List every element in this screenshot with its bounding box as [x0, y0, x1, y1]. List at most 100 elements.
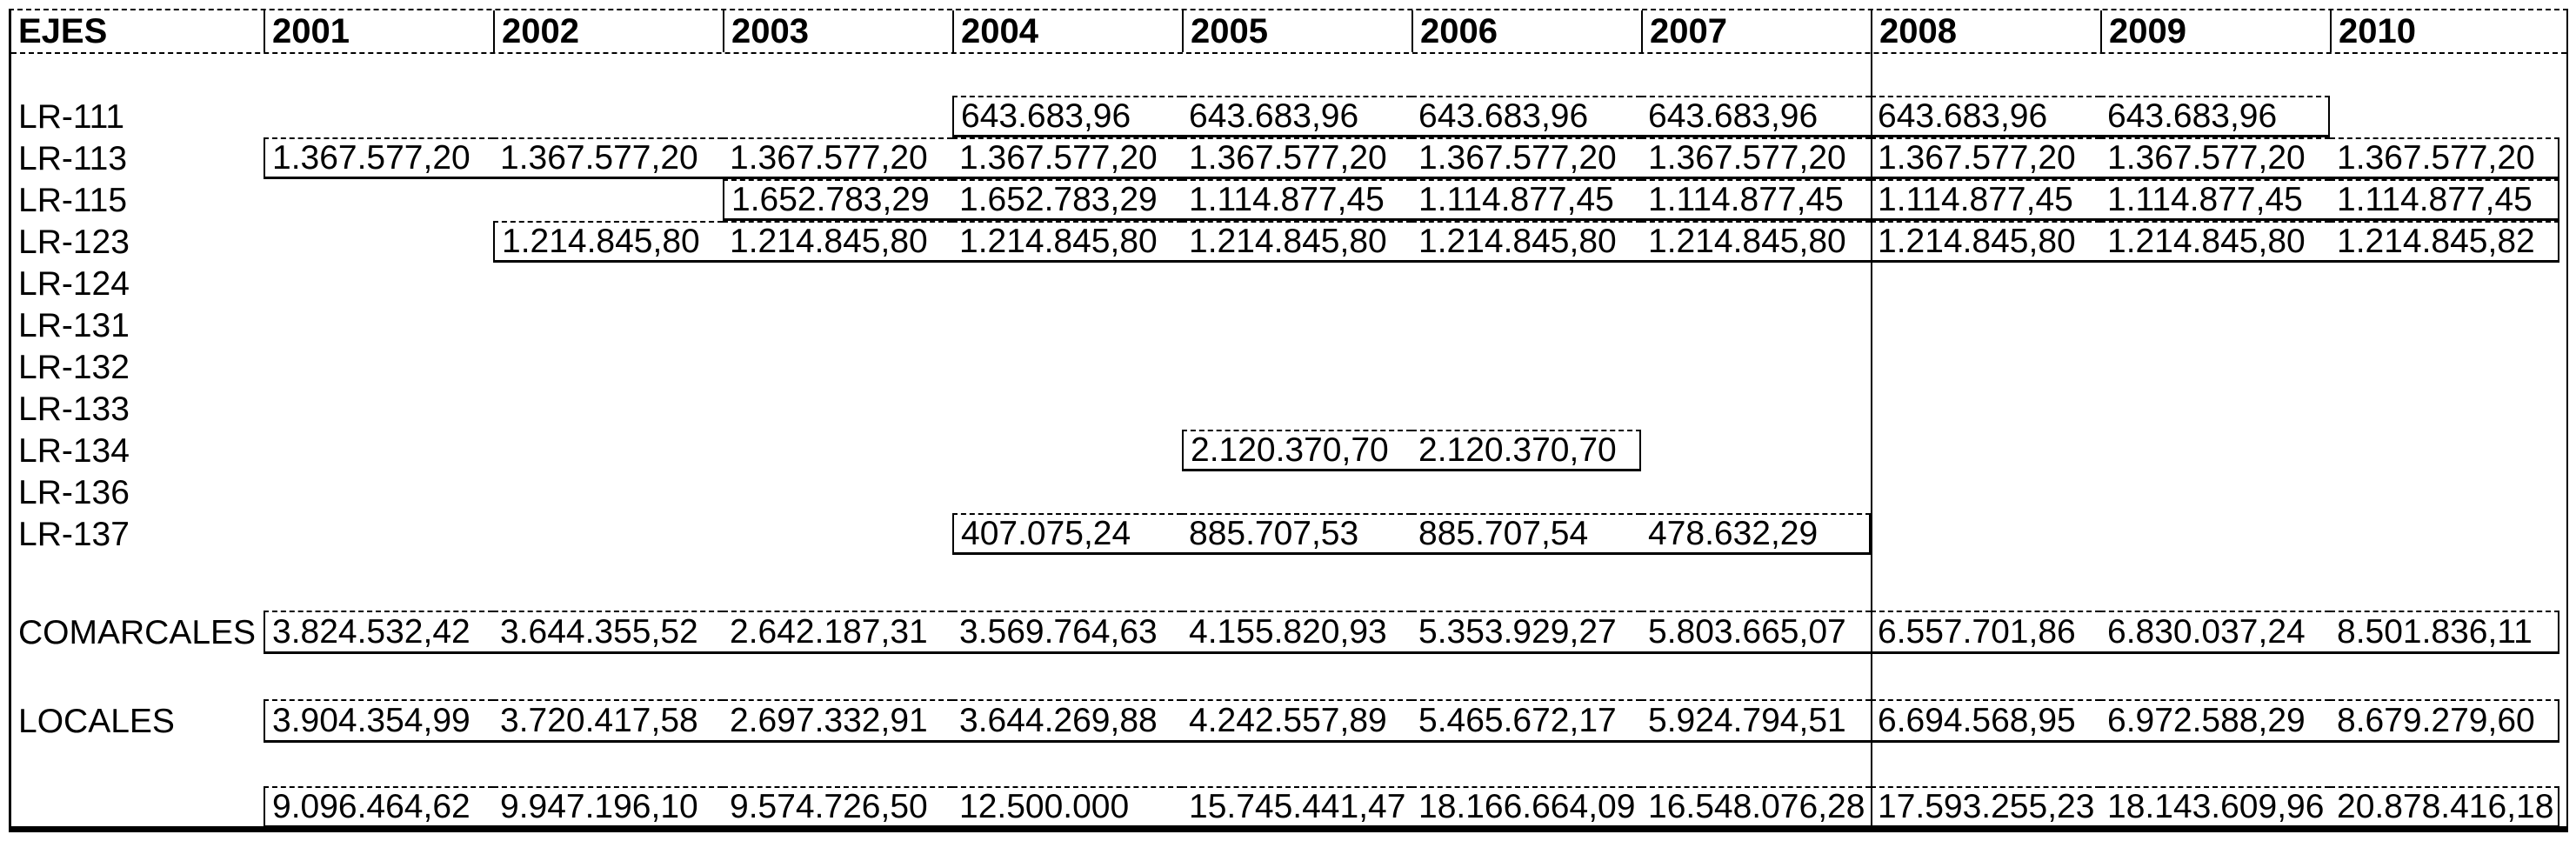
cell-2005: 1.214.845,80	[1182, 221, 1411, 263]
cell-2010	[2330, 263, 2559, 304]
cell-2010	[2330, 346, 2559, 388]
row-label	[11, 786, 264, 828]
cell-2009: 1.214.845,80	[2100, 221, 2330, 263]
cell-2004	[952, 304, 1182, 346]
table-row-lr-124: LR-124	[11, 263, 2566, 304]
cell-2008: 6.694.568,95	[1871, 699, 2100, 743]
table-row-lr-131: LR-131	[11, 304, 2566, 346]
cell-2008: 1.367.577,20	[1871, 137, 2100, 179]
table-row-lr-132: LR-132	[11, 346, 2566, 388]
row-label: LR-113	[18, 139, 128, 177]
cell-2005: 885.707,53	[1182, 513, 1411, 555]
cell-2006: 2.120.370,70	[1411, 430, 1641, 471]
cell-2001	[264, 263, 493, 304]
cell-2003: 1.367.577,20	[723, 137, 952, 179]
cell-2004: 12.500.000	[952, 786, 1182, 828]
cell-2009	[2100, 304, 2330, 346]
cell-2005	[1182, 263, 1411, 304]
cell-2003	[723, 96, 952, 137]
cell-2006: 1.367.577,20	[1411, 137, 1641, 179]
cell-2006: 5.465.672,17	[1411, 699, 1641, 743]
cell-2005	[1182, 388, 1411, 430]
cell-2006	[1411, 263, 1641, 304]
cell-2007: 5.803.665,07	[1641, 611, 1871, 654]
cell-2006	[1411, 304, 1641, 346]
cell-2008	[1871, 471, 2100, 513]
blank-row	[11, 743, 2566, 786]
cell-2001	[264, 221, 493, 263]
cell-2009: 18.143.609,96	[2100, 786, 2330, 828]
cell-2003	[723, 513, 952, 555]
cell-2007: 478.632,29	[1641, 513, 1871, 555]
cell-2004: 1.367.577,20	[952, 137, 1182, 179]
cell-2002	[493, 179, 723, 221]
cell-2001	[264, 471, 493, 513]
cell-2009: 6.830.037,24	[2100, 611, 2330, 654]
blank-row	[11, 54, 2566, 96]
cell-2002: 1.367.577,20	[493, 137, 723, 179]
year-header-2004: 2004	[952, 10, 1182, 52]
cell-2008	[1871, 388, 2100, 430]
cell-2006: 5.353.929,27	[1411, 611, 1641, 654]
cell-2009: 643.683,96	[2100, 96, 2330, 137]
cell-2010	[2330, 513, 2559, 555]
cell-2010	[2330, 471, 2559, 513]
row-label: LOCALES	[18, 702, 175, 740]
cell-2004: 407.075,24	[952, 513, 1182, 555]
cell-2005: 1.114.877,45	[1182, 179, 1411, 221]
cell-2008	[1871, 513, 2100, 555]
header-row: EJES 2001 2002 2003 2004 2005 2006 2007 2008 200…	[11, 10, 2566, 54]
cell-2007: 1.114.877,45	[1641, 179, 1871, 221]
cell-2010: 8.679.279,60	[2330, 699, 2559, 743]
row-label: LR-133	[18, 390, 130, 428]
cell-2001: 9.096.464,62	[264, 786, 493, 828]
table-row-lr-113: LR-113 1.367.577,20 1.367.577,20 1.367.577,…	[11, 137, 2566, 179]
cell-2004	[952, 388, 1182, 430]
cell-2007: 1.214.845,80	[1641, 221, 1871, 263]
cell-2007	[1641, 304, 1871, 346]
cell-2004: 3.644.269,88	[952, 699, 1182, 743]
year-header-2006: 2006	[1411, 10, 1641, 52]
cell-2004: 1.214.845,80	[952, 221, 1182, 263]
table-row-locales: LOCALES 3.904.354,99 3.720.417,58 2.697.332…	[11, 699, 2566, 743]
cell-2002	[493, 304, 723, 346]
cell-2002: 3.720.417,58	[493, 699, 723, 743]
table-row-lr-136: LR-136	[11, 471, 2566, 513]
cell-2005	[1182, 471, 1411, 513]
cell-2004: 3.569.764,63	[952, 611, 1182, 654]
cell-2007	[1641, 388, 1871, 430]
cell-2007	[1641, 263, 1871, 304]
cell-2006	[1411, 471, 1641, 513]
cell-2006: 885.707,54	[1411, 513, 1641, 555]
row-label: LR-134	[18, 431, 130, 470]
cell-2002	[493, 430, 723, 471]
cell-2005	[1182, 346, 1411, 388]
cell-2006	[1411, 346, 1641, 388]
cell-2004: 643.683,96	[952, 96, 1182, 137]
cell-2007: 16.548.076,28	[1641, 786, 1871, 828]
cell-2009	[2100, 388, 2330, 430]
cell-2001	[264, 304, 493, 346]
cell-2008: 643.683,96	[1871, 96, 2100, 137]
cell-2010: 8.501.836,11	[2330, 611, 2559, 654]
cell-2002	[493, 346, 723, 388]
cell-2004: 1.652.783,29	[952, 179, 1182, 221]
cell-2002: 1.214.845,80	[493, 221, 723, 263]
row-label: LR-123	[18, 223, 130, 261]
cell-2007	[1641, 471, 1871, 513]
cell-2002	[493, 263, 723, 304]
cell-2004	[952, 471, 1182, 513]
cell-2009	[2100, 430, 2330, 471]
row-label: LR-137	[18, 515, 130, 553]
cell-2010: 20.878.416,18	[2330, 786, 2559, 828]
cell-2004	[952, 346, 1182, 388]
cell-2001	[264, 346, 493, 388]
row-label: LR-111	[18, 97, 125, 136]
cell-2003: 1.652.783,29	[723, 179, 952, 221]
cell-2001	[264, 179, 493, 221]
year-header-2008: 2008	[1871, 10, 2100, 52]
cell-2009: 1.367.577,20	[2100, 137, 2330, 179]
row-label: LR-136	[18, 473, 130, 511]
cell-2010: 1.367.577,20	[2330, 137, 2559, 179]
cell-2001	[264, 513, 493, 555]
